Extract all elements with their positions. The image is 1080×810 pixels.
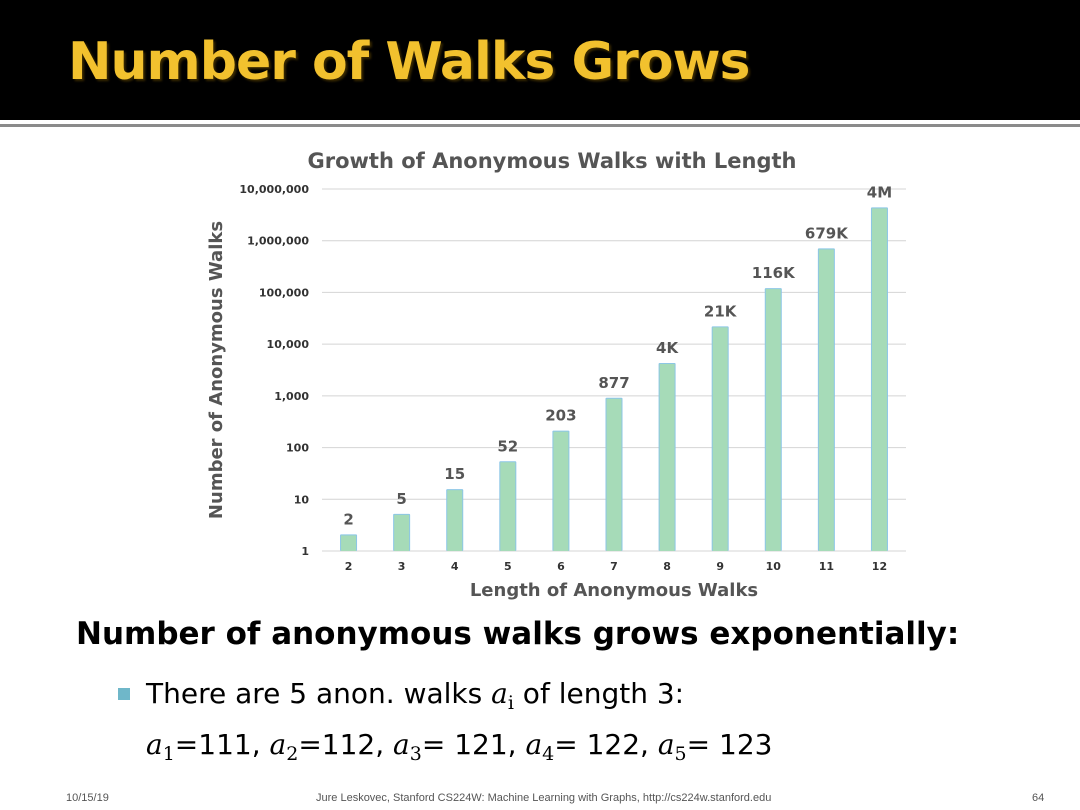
walk-4-variable: a4: [525, 728, 555, 765]
x-tick-label: 9: [716, 560, 724, 573]
bar-12: [871, 208, 887, 551]
footer-page-number: 64: [1032, 792, 1045, 804]
y-tick-label: 1,000,000: [247, 235, 309, 248]
y-tick-label: 100,000: [259, 286, 309, 299]
walks-list: a1=111, a2=112, a3= 121, a4= 122, a5= 12…: [146, 728, 772, 765]
bar-7: [606, 398, 622, 551]
x-tick-label: 4: [451, 560, 459, 573]
x-tick-label: 2: [345, 560, 353, 573]
y-tick-label: 10,000,000: [239, 183, 309, 196]
title-bar: Number of Walks Grows: [0, 0, 1080, 124]
walk-5-variable: a5: [657, 728, 687, 765]
data-label: 15: [444, 465, 465, 483]
bar-10: [765, 289, 781, 551]
x-axis-label: Length of Anonymous Walks: [470, 580, 758, 601]
y-tick-label: 1: [301, 545, 309, 558]
walk-5-value: = 123: [686, 728, 773, 761]
x-tick-label: 3: [398, 560, 406, 573]
walk-2-variable: a2: [269, 728, 299, 765]
bar-6: [553, 431, 569, 551]
walk-2-value: =112,: [298, 728, 394, 761]
data-label: 203: [545, 407, 576, 425]
y-axis-label: Number of Anonymous Walks: [206, 221, 227, 519]
data-label: 2: [343, 510, 353, 528]
walk-variable: ai: [491, 677, 514, 714]
slide-title: Number of Walks Grows: [68, 32, 751, 92]
walk-4-value: = 122,: [554, 728, 658, 761]
data-label: 4K: [656, 339, 679, 357]
x-tick-label: 11: [819, 560, 834, 573]
y-tick-label: 10: [294, 493, 310, 506]
bar-2: [341, 535, 357, 551]
walk-1-variable: a1: [146, 728, 175, 765]
y-tick-label: 1,000: [274, 390, 309, 403]
bar-4: [447, 490, 463, 551]
footer-date: 10/15/19: [66, 792, 109, 804]
bar-3: [394, 514, 410, 551]
bullet-text-after: of length 3:: [513, 677, 685, 710]
y-tick-label: 100: [286, 442, 309, 455]
bullet-text-before: There are 5 anon. walks: [146, 677, 492, 710]
walk-3-value: = 121,: [421, 728, 526, 761]
bar-9: [712, 327, 728, 551]
data-label: 5: [396, 490, 406, 508]
bullet-line: There are 5 anon. walks ai of length 3:: [146, 677, 684, 714]
data-label: 4M: [867, 183, 892, 201]
bullet-icon: [118, 688, 130, 700]
data-label: 116K: [752, 264, 796, 282]
x-tick-label: 10: [766, 560, 782, 573]
bar-5: [500, 462, 516, 551]
x-tick-label: 5: [504, 560, 512, 573]
walk-1-value: =111,: [174, 728, 270, 761]
bar-8: [659, 363, 675, 551]
chart-title: Growth of Anonymous Walks with Length: [308, 149, 797, 173]
data-label: 21K: [704, 302, 738, 320]
bar-11: [818, 249, 834, 551]
x-tick-label: 12: [872, 560, 887, 573]
x-tick-label: 6: [557, 560, 565, 573]
walk-3-variable: a3: [393, 728, 422, 765]
data-label: 679K: [805, 224, 849, 242]
data-label: 52: [497, 437, 518, 455]
y-tick-label: 10,000: [267, 338, 310, 351]
slide-heading: Number of anonymous walks grows exponent…: [76, 616, 960, 652]
footer-credit: Jure Leskovec, Stanford CS224W: Machine …: [316, 792, 772, 804]
data-label: 877: [598, 374, 629, 392]
x-tick-label: 8: [663, 560, 671, 573]
x-tick-label: 7: [610, 560, 618, 573]
anonymous-walks-chart: Growth of Anonymous Walks with Length 1 10…: [196, 138, 916, 608]
